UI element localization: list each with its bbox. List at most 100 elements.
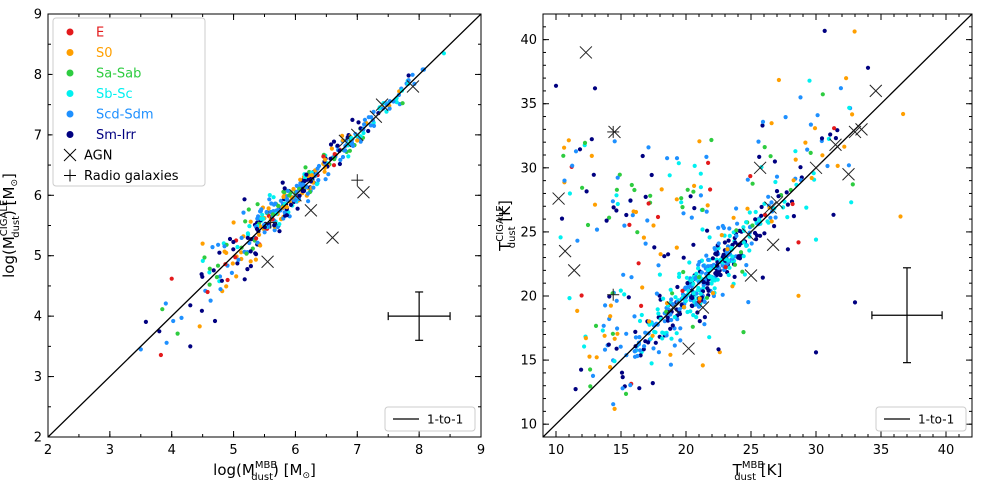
scatter-point xyxy=(732,262,738,267)
y-tick-label: 8 xyxy=(34,68,42,83)
scatter-point xyxy=(675,284,680,290)
scatter-point xyxy=(188,303,193,308)
scatter-point xyxy=(271,202,277,207)
scatter-point xyxy=(630,213,635,218)
scatter-point xyxy=(632,314,637,319)
scatter-point xyxy=(608,314,613,319)
scatter-point xyxy=(697,296,702,301)
scatter-point xyxy=(294,183,299,188)
scatter-point xyxy=(655,307,660,312)
scatter-point xyxy=(270,212,275,217)
scatter-point xyxy=(175,331,180,336)
scatter-point xyxy=(243,219,248,224)
scatter-point xyxy=(750,181,755,186)
scatter-point xyxy=(698,193,704,198)
scatter-point xyxy=(641,347,646,352)
scatter-point xyxy=(314,182,319,187)
scatter-point xyxy=(692,183,697,188)
scatter-point xyxy=(668,326,673,331)
scatter-point xyxy=(347,148,352,153)
y-label-end: [K] xyxy=(496,200,514,226)
agn-marker xyxy=(744,269,758,282)
legend-marker-dot xyxy=(66,28,74,36)
scatter-point xyxy=(277,229,282,234)
scatter-point xyxy=(288,202,294,207)
y-tick-label: 15 xyxy=(520,354,537,369)
scatter-point xyxy=(637,348,643,353)
scatter-point xyxy=(646,340,651,345)
scatter-point xyxy=(248,219,253,224)
scatter-point xyxy=(685,281,690,286)
scatter-point xyxy=(696,266,701,271)
scatter-point xyxy=(735,221,740,226)
scatter-point xyxy=(329,146,334,151)
agn-marker-stroke xyxy=(855,123,868,136)
scatter-point xyxy=(239,235,244,240)
scatter-point xyxy=(752,230,758,236)
scatter-point xyxy=(734,206,739,211)
scatter-point xyxy=(808,122,814,127)
agn-marker xyxy=(289,188,302,202)
scatter-point xyxy=(171,318,176,324)
scatter-point xyxy=(641,235,647,240)
scatter-point xyxy=(667,173,672,178)
scatter-point xyxy=(825,163,830,169)
scatter-point xyxy=(656,263,661,268)
legend-label: Sm-Irr xyxy=(96,128,137,143)
scatter-point xyxy=(734,233,739,238)
scatter-point xyxy=(253,252,259,257)
scatter-point xyxy=(328,142,334,147)
scatter-point xyxy=(246,207,251,212)
scatter-point xyxy=(582,344,587,349)
legend-label: S0 xyxy=(96,46,113,61)
scatter-point xyxy=(589,137,594,142)
scatter-point xyxy=(681,305,687,310)
scatter-point xyxy=(573,387,578,392)
scatter-point xyxy=(305,191,310,196)
scatter-point xyxy=(646,201,651,206)
y-tick-label: 10 xyxy=(520,418,537,433)
scatter-point xyxy=(705,228,710,233)
scatter-point xyxy=(762,231,767,236)
scatter-point xyxy=(361,130,366,136)
scatter-point xyxy=(632,349,637,354)
agn-marker-stroke xyxy=(848,125,862,139)
scatter-point xyxy=(633,329,638,334)
agn-marker xyxy=(753,161,767,175)
scatter-point xyxy=(696,285,701,291)
scatter-point xyxy=(674,156,680,161)
x-tick-label: 5 xyxy=(229,443,237,458)
scatter-point xyxy=(654,291,660,296)
scatter-point xyxy=(704,253,709,258)
scatter-point xyxy=(798,95,803,100)
scatter-point xyxy=(689,295,694,300)
x-tick-label: 30 xyxy=(808,443,825,458)
scatter-point xyxy=(211,268,216,273)
scatter-point xyxy=(612,359,617,364)
legend-item: Radio galaxies xyxy=(64,169,179,184)
scatter-point xyxy=(593,323,599,328)
scatter-point xyxy=(713,247,718,252)
scatter-point xyxy=(793,149,798,154)
scatter-point xyxy=(606,342,611,347)
scatter-point xyxy=(850,182,855,187)
scatter-point xyxy=(661,296,666,301)
scatter-point xyxy=(618,344,623,349)
x-tick-label: 15 xyxy=(613,443,630,458)
scatter-point xyxy=(637,460,641,464)
legend-item: Scd-Sdm xyxy=(66,108,154,123)
scatter-point xyxy=(267,197,272,202)
scatter-point xyxy=(615,201,620,207)
scatter-point xyxy=(582,140,588,145)
agn-marker-stroke xyxy=(764,201,777,214)
scatter-point xyxy=(808,150,813,155)
legend-marker-dot xyxy=(66,49,74,56)
agn-marker-stroke xyxy=(753,161,767,175)
scatter-point xyxy=(311,185,316,190)
scatter-point xyxy=(639,312,644,318)
scatter-point xyxy=(326,172,331,177)
scatter-point xyxy=(331,139,337,144)
scatter-point xyxy=(666,252,671,257)
scatter-point xyxy=(612,406,617,411)
